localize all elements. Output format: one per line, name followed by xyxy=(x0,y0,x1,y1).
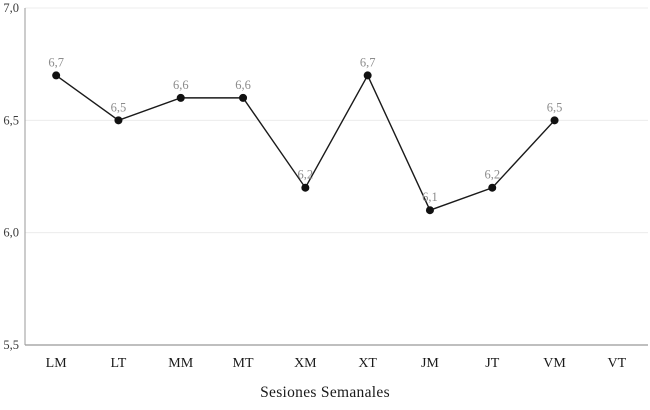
data-point xyxy=(425,206,434,215)
data-point xyxy=(550,116,559,125)
data-point-label: 6,2 xyxy=(484,168,500,182)
x-category-label: XM xyxy=(294,356,317,371)
x-category-label: XT xyxy=(358,356,377,371)
y-tick-label: 6,5 xyxy=(3,113,19,127)
x-category-label: MM xyxy=(168,356,193,371)
x-category-label: VM xyxy=(543,356,566,371)
x-category-label: MT xyxy=(233,356,254,371)
data-point xyxy=(52,71,61,80)
x-category-label: JT xyxy=(485,356,499,371)
data-point-label: 6,6 xyxy=(173,78,189,92)
x-axis-title: Sesiones Semanales xyxy=(260,384,390,401)
data-point-label: 6,6 xyxy=(235,78,251,92)
x-category-label: VT xyxy=(608,356,627,371)
data-point-label: 6,5 xyxy=(547,100,563,114)
data-point-label: 6,1 xyxy=(422,190,438,204)
y-tick-label: 7,0 xyxy=(3,1,19,15)
data-point xyxy=(239,93,248,102)
data-point-label: 6,7 xyxy=(360,55,376,69)
data-point xyxy=(114,116,123,125)
data-point xyxy=(488,183,497,192)
data-point-label: 6,7 xyxy=(48,55,64,69)
y-tick-label: 5,5 xyxy=(3,338,19,352)
x-category-label: JM xyxy=(421,356,439,371)
data-point xyxy=(363,71,372,80)
data-point-label: 6,5 xyxy=(111,100,127,114)
data-point-label: 6,2 xyxy=(298,168,314,182)
y-tick-label: 6,0 xyxy=(3,226,19,240)
data-point xyxy=(176,93,185,102)
data-point xyxy=(301,183,310,192)
x-category-label: LT xyxy=(111,356,127,371)
x-category-label: LM xyxy=(46,356,68,371)
